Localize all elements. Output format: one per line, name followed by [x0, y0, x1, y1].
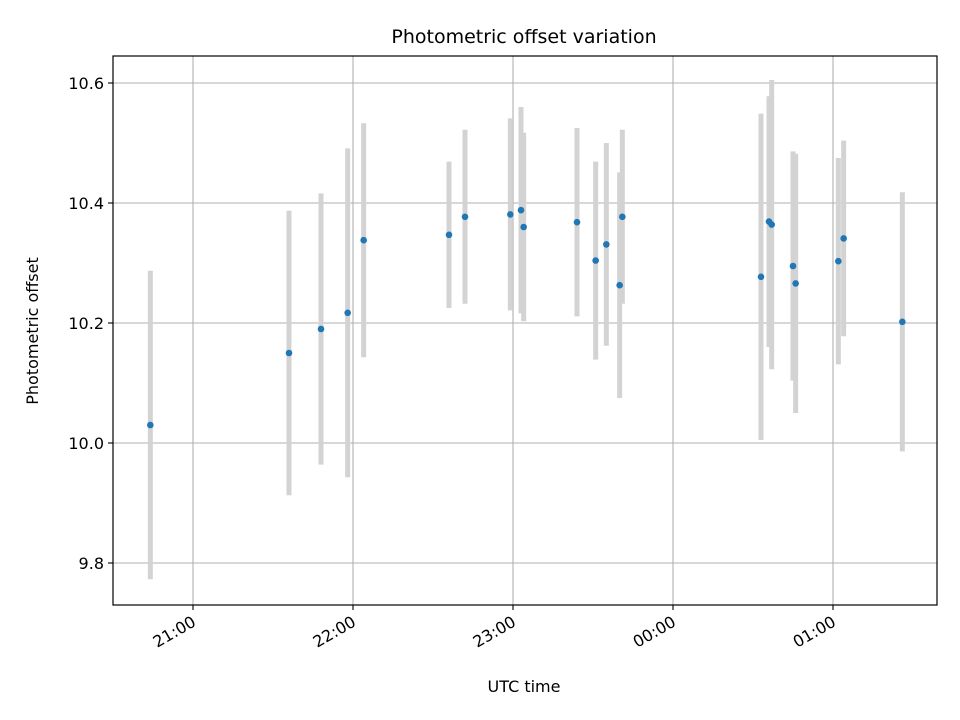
data-point — [344, 309, 351, 317]
data-point — [840, 235, 847, 242]
data-points — [147, 206, 906, 429]
x-axis-label: UTC time — [488, 677, 561, 696]
data-point — [616, 281, 623, 289]
data-point — [789, 262, 797, 270]
y-tick-label: 10.4 — [68, 194, 104, 213]
data-point — [517, 206, 525, 214]
chart-title: Photometric offset variation — [391, 26, 656, 48]
data-point — [603, 241, 610, 248]
y-tick-label: 9.8 — [79, 554, 104, 573]
y-axis-ticks: 9.8 10.0 10.2 10.4 10.6 — [68, 74, 113, 573]
data-point — [317, 325, 325, 333]
data-point — [507, 211, 514, 218]
y-tick-label: 10.2 — [68, 314, 104, 333]
data-point — [619, 213, 626, 221]
plot-frame — [112, 55, 938, 606]
data-point — [520, 223, 527, 231]
y-axis-label: Photometric offset — [23, 257, 42, 405]
data-point — [768, 221, 775, 228]
data-point — [445, 231, 453, 239]
data-point — [899, 318, 906, 326]
data-point — [573, 218, 581, 226]
y-tick-label: 10.6 — [68, 74, 104, 93]
data-point — [792, 280, 799, 287]
data-point — [360, 236, 367, 244]
data-point — [835, 257, 842, 265]
y-tick-label: 10.0 — [68, 434, 104, 453]
data-point — [757, 273, 765, 281]
data-point — [285, 349, 293, 357]
data-point — [592, 257, 599, 264]
data-point — [461, 213, 469, 221]
data-point — [147, 421, 154, 429]
